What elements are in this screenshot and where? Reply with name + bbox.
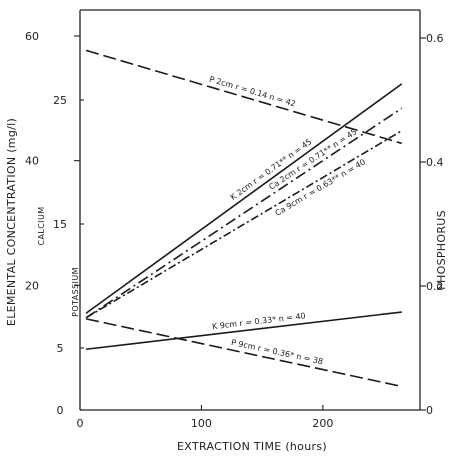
phosphorus-tick-label: 0.4 bbox=[426, 156, 444, 169]
calcium-axis-label: CALCIUM bbox=[37, 206, 46, 245]
potassium-tick-label: 15 bbox=[53, 218, 67, 231]
y-axis-title: ELEMENTAL CONCENTRATION (mg/l) bbox=[5, 118, 18, 326]
x-axis-title: EXTRACTION TIME (hours) bbox=[177, 440, 327, 453]
x-tick-label: 200 bbox=[312, 417, 333, 430]
calcium-tick-label: 40 bbox=[25, 155, 39, 168]
series-line-ca-9cm bbox=[85, 130, 403, 319]
phosphorus-tick-label: 0.2 bbox=[426, 280, 444, 293]
phosphorus-tick-label: 0.6 bbox=[426, 32, 444, 45]
x-tick-label: 100 bbox=[191, 417, 212, 430]
x-tick-label: 0 bbox=[77, 417, 84, 430]
potassium-tick-label: 0 bbox=[57, 404, 64, 417]
right-y-axis-title: PHOSPHORUS bbox=[435, 210, 448, 290]
series-line-p-9cm bbox=[85, 318, 402, 388]
series-annotation: P 9cm r = 0.36* n = 38 bbox=[230, 338, 323, 366]
potassium-tick-label: 5 bbox=[57, 342, 64, 355]
potassium-tick-label: 25 bbox=[53, 94, 67, 107]
series-line-ca-2cm bbox=[85, 107, 403, 319]
series-layer bbox=[85, 49, 403, 388]
series-line-k-2cm bbox=[85, 83, 403, 314]
phosphorus-tick-label: 0 bbox=[426, 404, 433, 417]
potassium-axis-label: POTASSIUM bbox=[71, 267, 80, 317]
series-line-p-2cm bbox=[85, 49, 403, 145]
calcium-tick-label: 20 bbox=[25, 279, 39, 292]
calcium-tick-label: 60 bbox=[25, 30, 39, 43]
series-line-k-9cm bbox=[85, 311, 402, 351]
axes-layer: 0 100 200 20 40 60 0 5 15 25 0 0.2 0.4 0.6 bbox=[25, 9, 444, 430]
series-annotation: P 2cm r = 0.14 n = 42 bbox=[208, 75, 297, 109]
